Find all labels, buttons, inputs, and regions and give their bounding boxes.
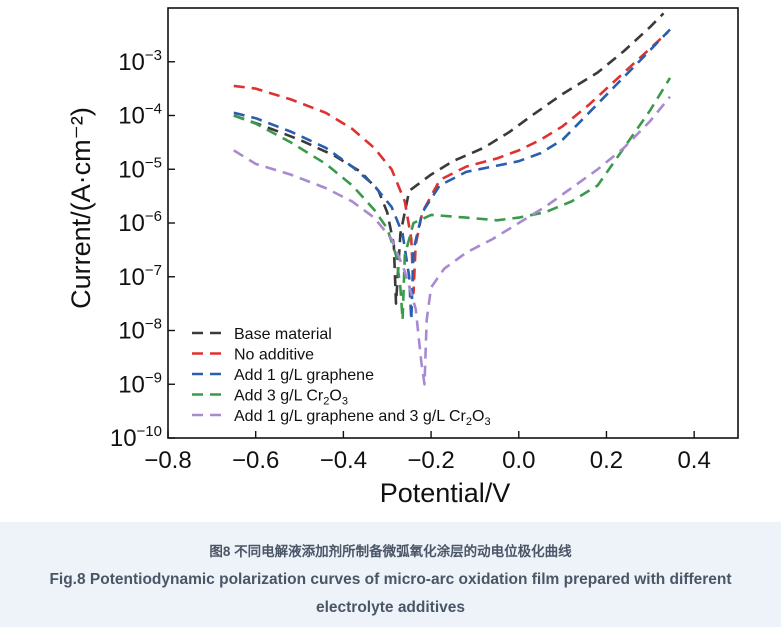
legend: Base material No additive Add 1 g/L graphe… — [192, 326, 491, 428]
y-tick-label: 10−5 — [118, 154, 162, 183]
y-tick-label: 10−10 — [110, 423, 162, 452]
caption-english: Fig.8 Potentiodynamic polarization curve… — [49, 571, 732, 616]
y-tick-label: 10−7 — [118, 262, 162, 291]
series-line-4 — [233, 77, 672, 322]
y-tick-label: 10−9 — [118, 369, 162, 398]
x-axis-title: Potential/V — [380, 478, 511, 508]
x-tick-label: −0.6 — [232, 447, 279, 474]
legend-label: Base material — [234, 326, 332, 343]
caption-chinese: 图8 不同电解液添加剂所制备微弧氧化涂层的动电位极化曲线 — [209, 544, 572, 559]
y-tick-label: 10−4 — [118, 101, 162, 130]
x-tick-label: 0.0 — [502, 447, 535, 474]
x-tick-label: 0.2 — [590, 447, 623, 474]
chart-figure: −0.8 −0.6 −0.4 −0.2 0.0 0.2 0.4 10−3 10−4 10−5 10… — [66, 7, 739, 508]
x-tick-label: 0.4 — [677, 447, 710, 474]
y-axis: 10−3 10−4 10−5 10−6 10−7 10−8 10−9 10−10 — [110, 47, 175, 452]
legend-label: Add 3 g/L Cr2O3 — [234, 388, 348, 408]
y-tick-label: 10−8 — [118, 316, 162, 345]
y-axis-title: Current/(A·cm⁻²) — [66, 107, 96, 309]
x-tick-label: −0.2 — [407, 447, 454, 474]
legend-label: Add 1 g/L graphene — [234, 367, 374, 384]
legend-label: Add 1 g/L graphene and 3 g/L Cr2O3 — [234, 408, 491, 428]
series-line-1 — [233, 12, 665, 305]
figure-caption: 图8 不同电解液添加剂所制备微弧氧化涂层的动电位极化曲线 Fig.8 Poten… — [0, 522, 781, 627]
y-tick-label: 10−3 — [118, 47, 162, 76]
series-line-5 — [233, 95, 672, 386]
x-tick-label: −0.4 — [320, 447, 367, 474]
polarization-chart: −0.8 −0.6 −0.4 −0.2 0.0 0.2 0.4 10−310−410−510… — [66, 7, 739, 508]
y-tick-label: 10−6 — [118, 208, 162, 237]
series-line-3 — [233, 28, 671, 322]
x-axis: −0.8 −0.6 −0.4 −0.2 0.0 0.2 0.4 — [144, 431, 711, 474]
series-line-2 — [233, 31, 669, 295]
legend-label: No additive — [234, 347, 314, 364]
series-layer — [233, 12, 672, 386]
x-tick-label: −0.8 — [144, 447, 191, 474]
